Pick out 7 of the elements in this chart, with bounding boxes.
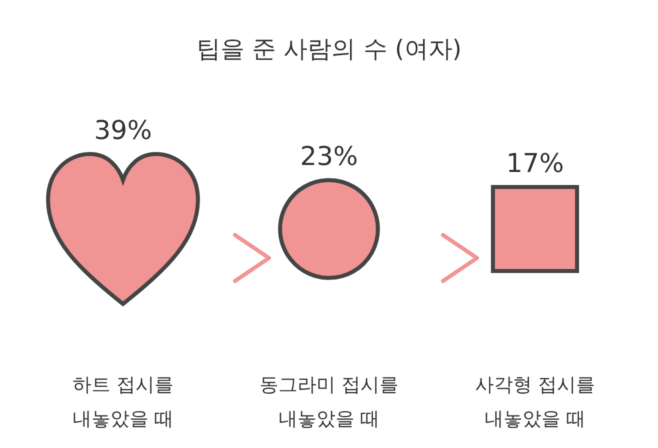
- category-label: 동그라미 접시를 내놓았을 때: [259, 374, 399, 430]
- category-label: 하트 접시를 내놓았을 때: [72, 374, 174, 430]
- data-label: 39%: [94, 116, 152, 146]
- category-label: 사각형 접시를 내놓았을 때: [474, 374, 596, 430]
- data-label: 17%: [506, 148, 564, 179]
- text: 팁을 준 사람의 수 (여자): [196, 35, 462, 63]
- data-label: 23%: [300, 142, 358, 172]
